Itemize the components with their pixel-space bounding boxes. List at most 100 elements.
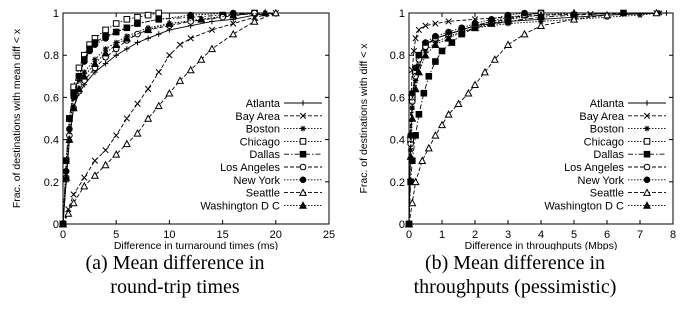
data-point-a-2-4 [76, 77, 82, 84]
y-axis-label-b: Frac. of destinations with diff < x [358, 43, 370, 194]
data-point-a-1-15 [230, 20, 237, 27]
data-point-a-6-5 [80, 58, 88, 65]
data-point-b-2-15 [657, 10, 663, 16]
data-point-b-6-1 [407, 132, 414, 139]
data-point-a-1-7 [123, 115, 130, 122]
data-point-a-6-10 [123, 24, 131, 32]
data-point-a-8-0 [58, 219, 68, 228]
series-line-a-8 [62, 12, 266, 225]
data-point-b-2-4 [416, 62, 422, 69]
data-point-b-8-5 [421, 50, 430, 59]
data-point-a-1-10 [155, 68, 162, 76]
legend-marker-a-5 [299, 163, 307, 171]
data-point-b-6-6 [432, 32, 439, 40]
legend-marker-b-8 [642, 201, 652, 209]
data-point-a-8-7 [101, 48, 110, 57]
data-point-a-6-3 [70, 94, 77, 101]
data-point-a-8-14 [261, 8, 270, 17]
data-point-b-4-6 [425, 73, 433, 80]
x-tick-label-a-1: 5 [113, 229, 119, 241]
data-point-a-1-3 [81, 174, 88, 181]
x-tick-label-a-0: 0 [60, 229, 66, 241]
data-point-a-6-7 [91, 41, 99, 48]
data-point-b-8-10 [487, 19, 496, 27]
series-b-0 [406, 10, 670, 227]
data-point-a-6-6 [86, 47, 93, 55]
data-point-a-6-12 [155, 16, 163, 23]
data-point-b-6-4 [415, 51, 423, 59]
data-point-a-3-9 [112, 20, 120, 27]
legend-marker-a-8 [298, 201, 308, 209]
data-point-b-6-5 [422, 39, 429, 46]
legend-marker-b-7 [642, 188, 652, 196]
legend-label-b-6: New York [578, 175, 625, 187]
legend-label-a-7: Seattle [246, 188, 280, 200]
data-point-a-6-8 [102, 35, 109, 42]
data-point-b-8-0 [404, 219, 414, 228]
x-tick-label-b-8: 8 [670, 229, 676, 241]
legend-marker-b-0 [644, 100, 650, 106]
x-tick-label-b-1: 1 [439, 229, 445, 241]
y-tick-label-a-3: 0.6 [44, 92, 59, 104]
data-point-a-7-5 [101, 160, 110, 169]
legend-label-b-3: Chicago [584, 136, 624, 148]
x-axis-label-a: Difference in turnaround times (ms) [114, 240, 278, 250]
data-point-b-8-8 [457, 27, 466, 36]
data-point-a-8-10 [144, 25, 153, 34]
data-point-b-7-1 [408, 198, 417, 207]
data-point-b-4-8 [438, 47, 446, 55]
legend-label-a-2: Boston [246, 124, 280, 136]
data-point-a-7-15 [207, 44, 216, 53]
data-point-a-8-1 [62, 173, 71, 181]
data-point-b-6-12 [521, 9, 528, 17]
series-line-a-6 [62, 12, 234, 225]
data-point-b-8-7 [444, 34, 453, 42]
data-point-b-1-9 [445, 18, 452, 25]
data-point-b-1-13 [587, 10, 594, 18]
series-b-2 [406, 10, 663, 227]
y-tick-label-a-5: 1 [53, 8, 59, 20]
x-tick-label-b-3: 3 [505, 229, 511, 241]
data-point-a-8-3 [69, 103, 78, 112]
data-point-a-7-17 [250, 17, 259, 25]
legend-marker-a-6 [299, 176, 307, 184]
data-point-a-7-10 [154, 101, 163, 110]
y-tick-label-a-1: 0.2 [44, 177, 59, 189]
data-point-a-0-11 [145, 35, 151, 42]
data-point-b-4-15 [620, 9, 627, 17]
data-point-a-7-8 [133, 129, 142, 137]
data-point-a-8-2 [65, 135, 74, 143]
data-point-b-7-4 [424, 143, 433, 152]
data-point-a-5-10 [134, 30, 141, 38]
legend-label-b-8: Washington D C [544, 200, 624, 212]
legend-marker-b-6 [643, 176, 651, 184]
data-point-a-0-10 [134, 39, 141, 46]
data-point-b-7-14 [520, 29, 529, 38]
data-point-a-7-3 [80, 181, 89, 190]
legend-label-a-6: New York [234, 175, 281, 187]
data-point-a-7-14 [197, 55, 206, 63]
data-point-b-7-3 [418, 156, 427, 164]
data-point-a-7-4 [90, 171, 99, 179]
x-tick-label-b-2: 2 [472, 229, 478, 241]
data-point-b-7-12 [490, 55, 499, 63]
caption-b-line-2: throughputs (pessimistic) [413, 276, 617, 298]
data-point-a-6-13 [187, 11, 194, 19]
data-point-a-8-8 [112, 40, 121, 48]
x-tick-label-b-4: 4 [538, 229, 544, 241]
legend-marker-b-4 [643, 150, 651, 158]
legend-label-b-5: Los Angeles [564, 162, 624, 174]
plot-frame-a [62, 12, 330, 225]
y-axis-label-a: Frac. of destinations with mean diff < x [11, 28, 23, 208]
data-point-b-1-8 [432, 20, 439, 27]
data-point-b-8-11 [503, 15, 513, 23]
series-line-b-1 [408, 12, 657, 225]
series-line-a-3 [62, 12, 159, 225]
data-point-a-1-4 [91, 157, 99, 164]
chart-a: 0 5 10 15 20 25 0 0.2 0.4 0.6 0.8 1 Difference in tu… [11, 8, 335, 250]
x-tick-label-b-5: 5 [571, 229, 577, 241]
data-point-a-1-11 [166, 52, 173, 59]
data-point-a-1-13 [187, 35, 194, 42]
